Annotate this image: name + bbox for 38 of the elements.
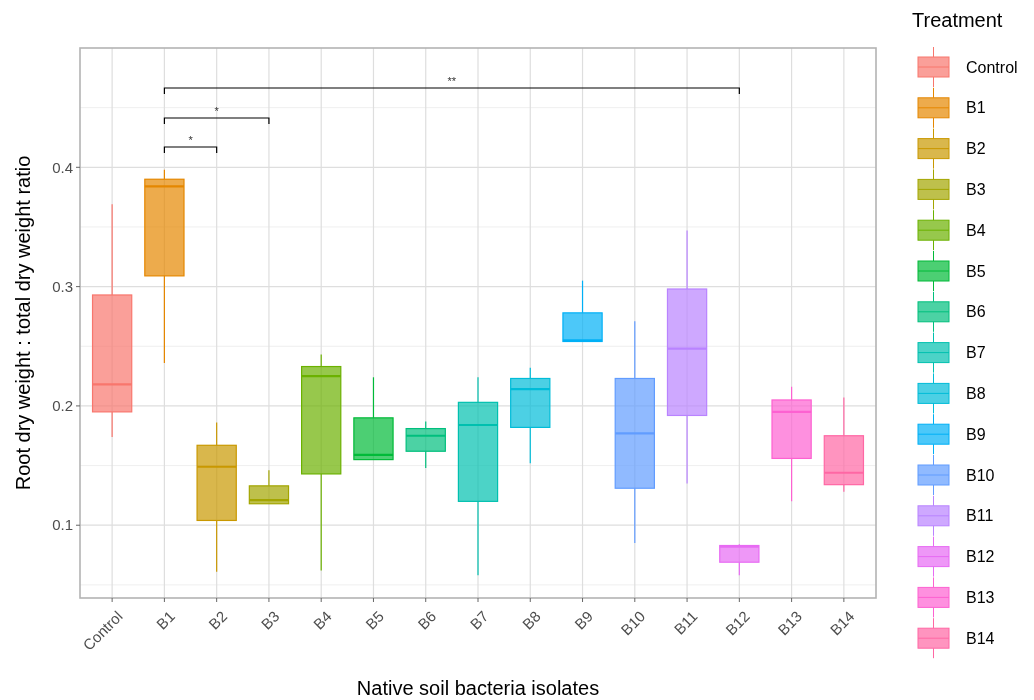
x-axis-title: Native soil bacteria isolates — [356, 677, 600, 699]
y-tick-label: 0.2 — [52, 397, 73, 415]
x-tick-label: B1 — [152, 607, 178, 633]
legend-label: B1 — [966, 99, 986, 117]
annotation: * — [214, 105, 220, 117]
annotation: * — [188, 134, 194, 146]
x-tick-label: B8 — [518, 607, 544, 633]
x-tick-label: B10 — [617, 607, 649, 639]
annotation: ** — [447, 75, 457, 87]
legend-label: B6 — [966, 303, 986, 321]
legend-label: B3 — [966, 181, 986, 198]
y-tick-label: 0.1 — [52, 516, 73, 534]
legend-label: B5 — [966, 262, 986, 280]
x-tick-label: B2 — [205, 607, 231, 633]
x-tick-label: B12 — [721, 607, 753, 639]
y-tick-label: 0.3 — [52, 277, 73, 295]
legend-label: B11 — [966, 507, 994, 525]
legend-label: B10 — [966, 466, 995, 484]
x-tick-label: B13 — [774, 607, 806, 639]
x-tick-label: B11 — [670, 607, 701, 638]
legend-label: B7 — [966, 344, 986, 362]
legend-label: B8 — [966, 385, 986, 402]
legend-label: B12 — [966, 548, 995, 566]
legend-label: Control — [966, 58, 1018, 76]
x-tick-label: B3 — [257, 607, 283, 633]
legend-label: B4 — [966, 221, 986, 239]
x-tick-label: B6 — [414, 607, 440, 633]
x-tick-label: B14 — [826, 607, 858, 639]
legend-label: B2 — [966, 140, 986, 158]
x-tick-label: B5 — [362, 607, 388, 633]
x-tick-label: B9 — [571, 607, 597, 633]
legend-label: B9 — [966, 425, 986, 443]
x-tick-label: B4 — [309, 607, 335, 633]
y-tick-label: 0.4 — [52, 158, 73, 176]
legend-title: Treatment — [912, 9, 1003, 31]
x-tick-label: B7 — [466, 607, 492, 633]
legend-label: B13 — [966, 589, 995, 606]
y-axis-title: Root dry weight : total dry weight ratio — [12, 155, 34, 491]
